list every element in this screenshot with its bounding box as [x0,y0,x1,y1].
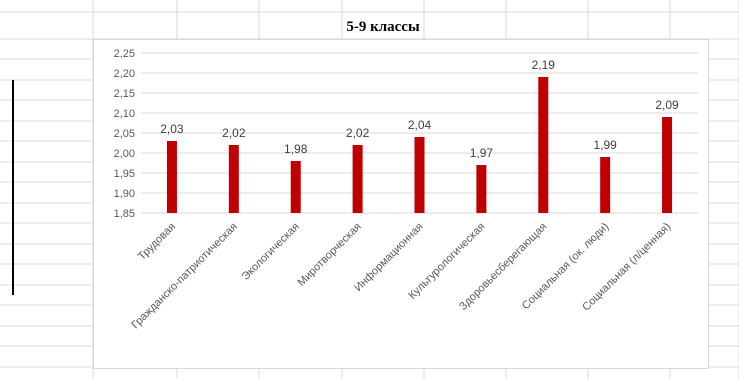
bar[interactable] [414,137,425,213]
category-label: Миротворческая [295,221,363,289]
cell-border-mark [12,80,14,295]
data-label: 1,98 [284,142,308,156]
bar-chart: 1,85 1,90 1,95 2,00 2,05 2,10 2,15 2,20 2,25 2,03… [114,48,698,332]
data-label: 1,97 [470,146,494,160]
bar[interactable] [600,157,611,213]
data-label: 2,03 [160,122,184,136]
y-tick-label: 1,90 [114,188,135,200]
category-label: Информационная [352,221,425,294]
y-tick-label: 1,95 [114,168,135,180]
bar[interactable] [352,145,363,213]
header-cell-title[interactable]: 5-9 классы [346,19,420,35]
bar[interactable] [290,161,301,213]
bar[interactable] [476,165,487,213]
y-tick-label: 2,20 [114,68,135,80]
bar[interactable] [166,141,177,213]
y-tick-label: 2,00 [114,148,135,160]
data-label: 2,19 [532,58,556,72]
y-tick-label: 2,10 [114,108,135,120]
bar[interactable] [662,117,673,213]
y-tick-label: 2,05 [114,128,135,140]
y-tick-label: 1,85 [114,208,135,220]
data-label: 2,02 [346,126,370,140]
bar[interactable] [538,77,549,213]
y-tick-label: 2,15 [114,88,135,100]
bar[interactable] [228,145,239,213]
category-label: Экологическая [240,221,302,283]
y-tick-label: 2,25 [114,48,135,60]
chart-area[interactable]: 1,85 1,90 1,95 2,00 2,05 2,10 2,15 2,20 2,25 2,03… [93,39,709,369]
data-label: 2,09 [655,98,679,112]
data-label: 1,99 [593,138,617,152]
data-label: 2,04 [408,118,432,132]
category-label: Трудовая [136,221,178,263]
data-label: 2,02 [222,126,246,140]
category-label: Гражданско-патриотическая [129,221,240,332]
